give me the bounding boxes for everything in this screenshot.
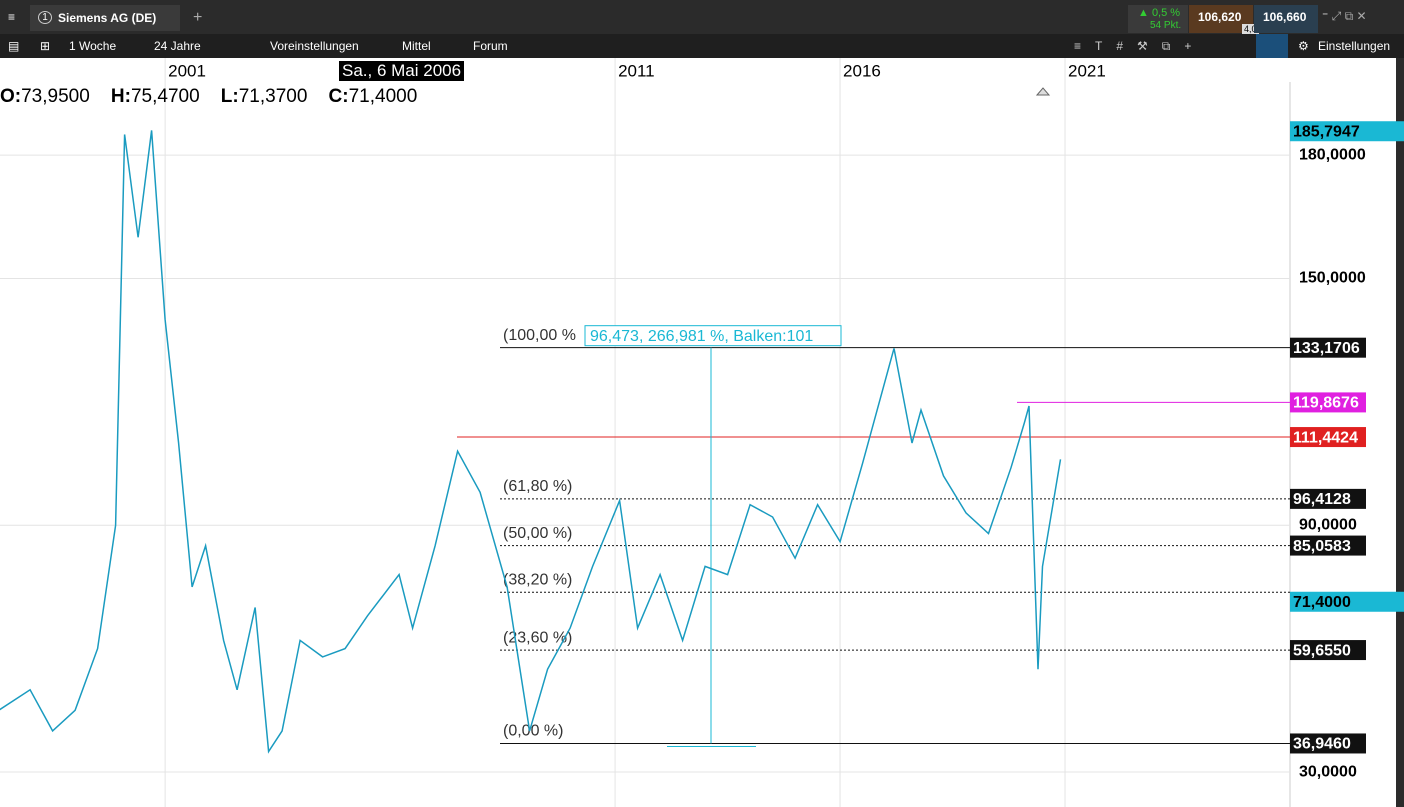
fib-label: (23,60 %) — [503, 629, 572, 646]
fib-label: (0,00 %) — [503, 723, 563, 740]
interval[interactable]: 1 Woche — [69, 39, 117, 53]
price-marker — [1290, 488, 1366, 509]
o-label: O: — [0, 86, 22, 107]
price-marker-label: 59,6550 — [1293, 642, 1351, 659]
x-tick-label: 2016 — [843, 61, 881, 80]
bid: 106,620 — [1198, 10, 1242, 24]
instrument: Siemens AG (DE) — [58, 11, 157, 25]
title-bar: ≡ 1 Siemens AG (DE) + ▲ 0,5 % 54 Pkt. 10… — [0, 0, 1404, 34]
h-label: H: — [110, 86, 131, 107]
toolbar: ▤ ⊞ 1 Woche 24 Jahre Voreinstellungen Mi… — [0, 34, 1404, 58]
ask-box[interactable] — [1254, 5, 1318, 33]
price-marker — [1290, 535, 1366, 556]
x-tick-label: 2021 — [1068, 61, 1106, 80]
average[interactable]: Mittel — [402, 39, 431, 53]
price-line — [0, 130, 1062, 754]
change-pts: 54 Pkt. — [1150, 20, 1182, 31]
tab[interactable] — [30, 5, 180, 31]
tools[interactable]: ≡T#⚒⧉+ — [1074, 39, 1206, 53]
price-marker-label: 111,4424 — [1293, 429, 1358, 446]
icon[interactable]: ▤ — [8, 39, 20, 53]
change-box — [1128, 5, 1188, 33]
tab-number: 1 — [38, 11, 52, 24]
y-tick-label: 30,0000 — [1299, 763, 1357, 780]
x-tick-label: 2011 — [618, 61, 655, 80]
ohlc: O:73,9500 H:75,4700 L:71,3700 C:71,4000 — [0, 86, 417, 108]
ask: 106,660 — [1263, 10, 1307, 24]
scroll-marker — [1035, 87, 1051, 96]
cursor-date: Sa., 6 Mai 2006 — [339, 61, 465, 81]
price-marker-label: 71,4000 — [1293, 594, 1351, 611]
o: 73,9500 — [21, 86, 90, 107]
price-marker-label: 96,4128 — [1293, 491, 1351, 508]
fib-label: (38,20 %) — [503, 572, 572, 589]
price-marker — [1290, 591, 1404, 612]
price-marker — [1290, 733, 1366, 754]
fib-label: (50,00 %) — [503, 525, 572, 542]
x-tick-label: 2001 — [168, 61, 206, 80]
axis-header — [0, 58, 1290, 82]
fib-label: (100,00 % — [503, 327, 576, 344]
settings-icon[interactable]: ⚙ — [1298, 39, 1309, 53]
icon[interactable]: ⊞ — [40, 39, 51, 53]
add-tab[interactable]: + — [193, 9, 203, 26]
y-tick-label: 90,0000 — [1299, 516, 1357, 533]
price-marker — [1290, 640, 1366, 661]
c: 71,4000 — [348, 86, 418, 107]
price-marker — [1290, 392, 1366, 413]
l: 71,3700 — [238, 86, 308, 107]
tool-active[interactable] — [1256, 34, 1288, 58]
fib-label: (61,80 %) — [503, 478, 572, 495]
price-marker — [1290, 337, 1366, 358]
price-marker — [1290, 121, 1404, 142]
measure-box — [584, 325, 842, 347]
range[interactable]: 24 Jahre — [154, 39, 201, 53]
spread: 4,0 — [1242, 24, 1259, 34]
l-label: L: — [220, 86, 239, 107]
window-controls[interactable]: ⁼ ⤢ ⧉ ✕ — [1322, 9, 1367, 23]
presets[interactable]: Voreinstellungen — [270, 39, 359, 53]
y-tick-label: 150,0000 — [1299, 270, 1366, 287]
h: 75,4700 — [130, 86, 200, 107]
settings[interactable]: Einstellungen — [1318, 39, 1391, 53]
price-marker-label: 119,8676 — [1293, 395, 1359, 412]
c-label: C: — [328, 86, 349, 107]
price-marker-label: 133,1706 — [1293, 340, 1360, 357]
price-marker-label: 185,7947 — [1293, 123, 1360, 140]
measure-label: 96,473, 266,981 %, Balken:101 — [590, 328, 813, 345]
price-marker — [1290, 427, 1366, 448]
forum[interactable]: Forum — [473, 39, 508, 53]
menu[interactable]: ≡ — [8, 10, 16, 24]
y-tick-label: 180,0000 — [1299, 146, 1366, 163]
right-strip — [1396, 58, 1404, 807]
change-pct: ▲ 0,5 % — [1138, 7, 1181, 19]
price-marker-label: 85,0583 — [1293, 538, 1351, 555]
price-marker-label: 36,9460 — [1293, 736, 1351, 753]
